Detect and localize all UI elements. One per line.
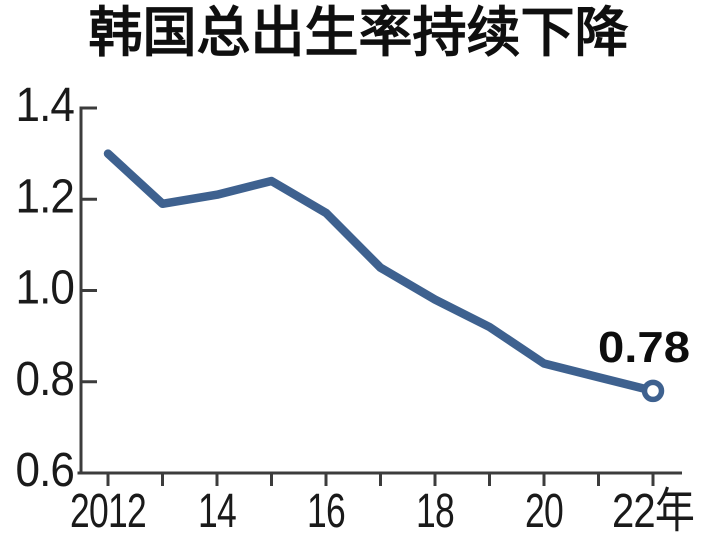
chart-title: 韩国总出生率持续下降	[88, 3, 629, 63]
y-tick-label: 1.4	[16, 79, 75, 132]
x-tick-label: 18	[416, 485, 454, 538]
x-tick-label: 2012	[70, 485, 146, 538]
x-tick-label: 20	[525, 485, 563, 538]
x-tick-label: 16	[307, 485, 345, 538]
final-value-annotation: 0.78	[598, 323, 690, 372]
y-tick-label: 1.2	[16, 170, 75, 223]
end-point-marker	[641, 379, 665, 403]
y-tick-label: 0.6	[16, 444, 75, 497]
fertility-trend-line	[103, 149, 658, 396]
x-tick-label: 22年	[612, 485, 694, 538]
y-tick-label: 1.0	[16, 262, 75, 315]
x-tick-label: 14	[198, 485, 236, 538]
y-tick-label: 0.8	[16, 353, 75, 406]
